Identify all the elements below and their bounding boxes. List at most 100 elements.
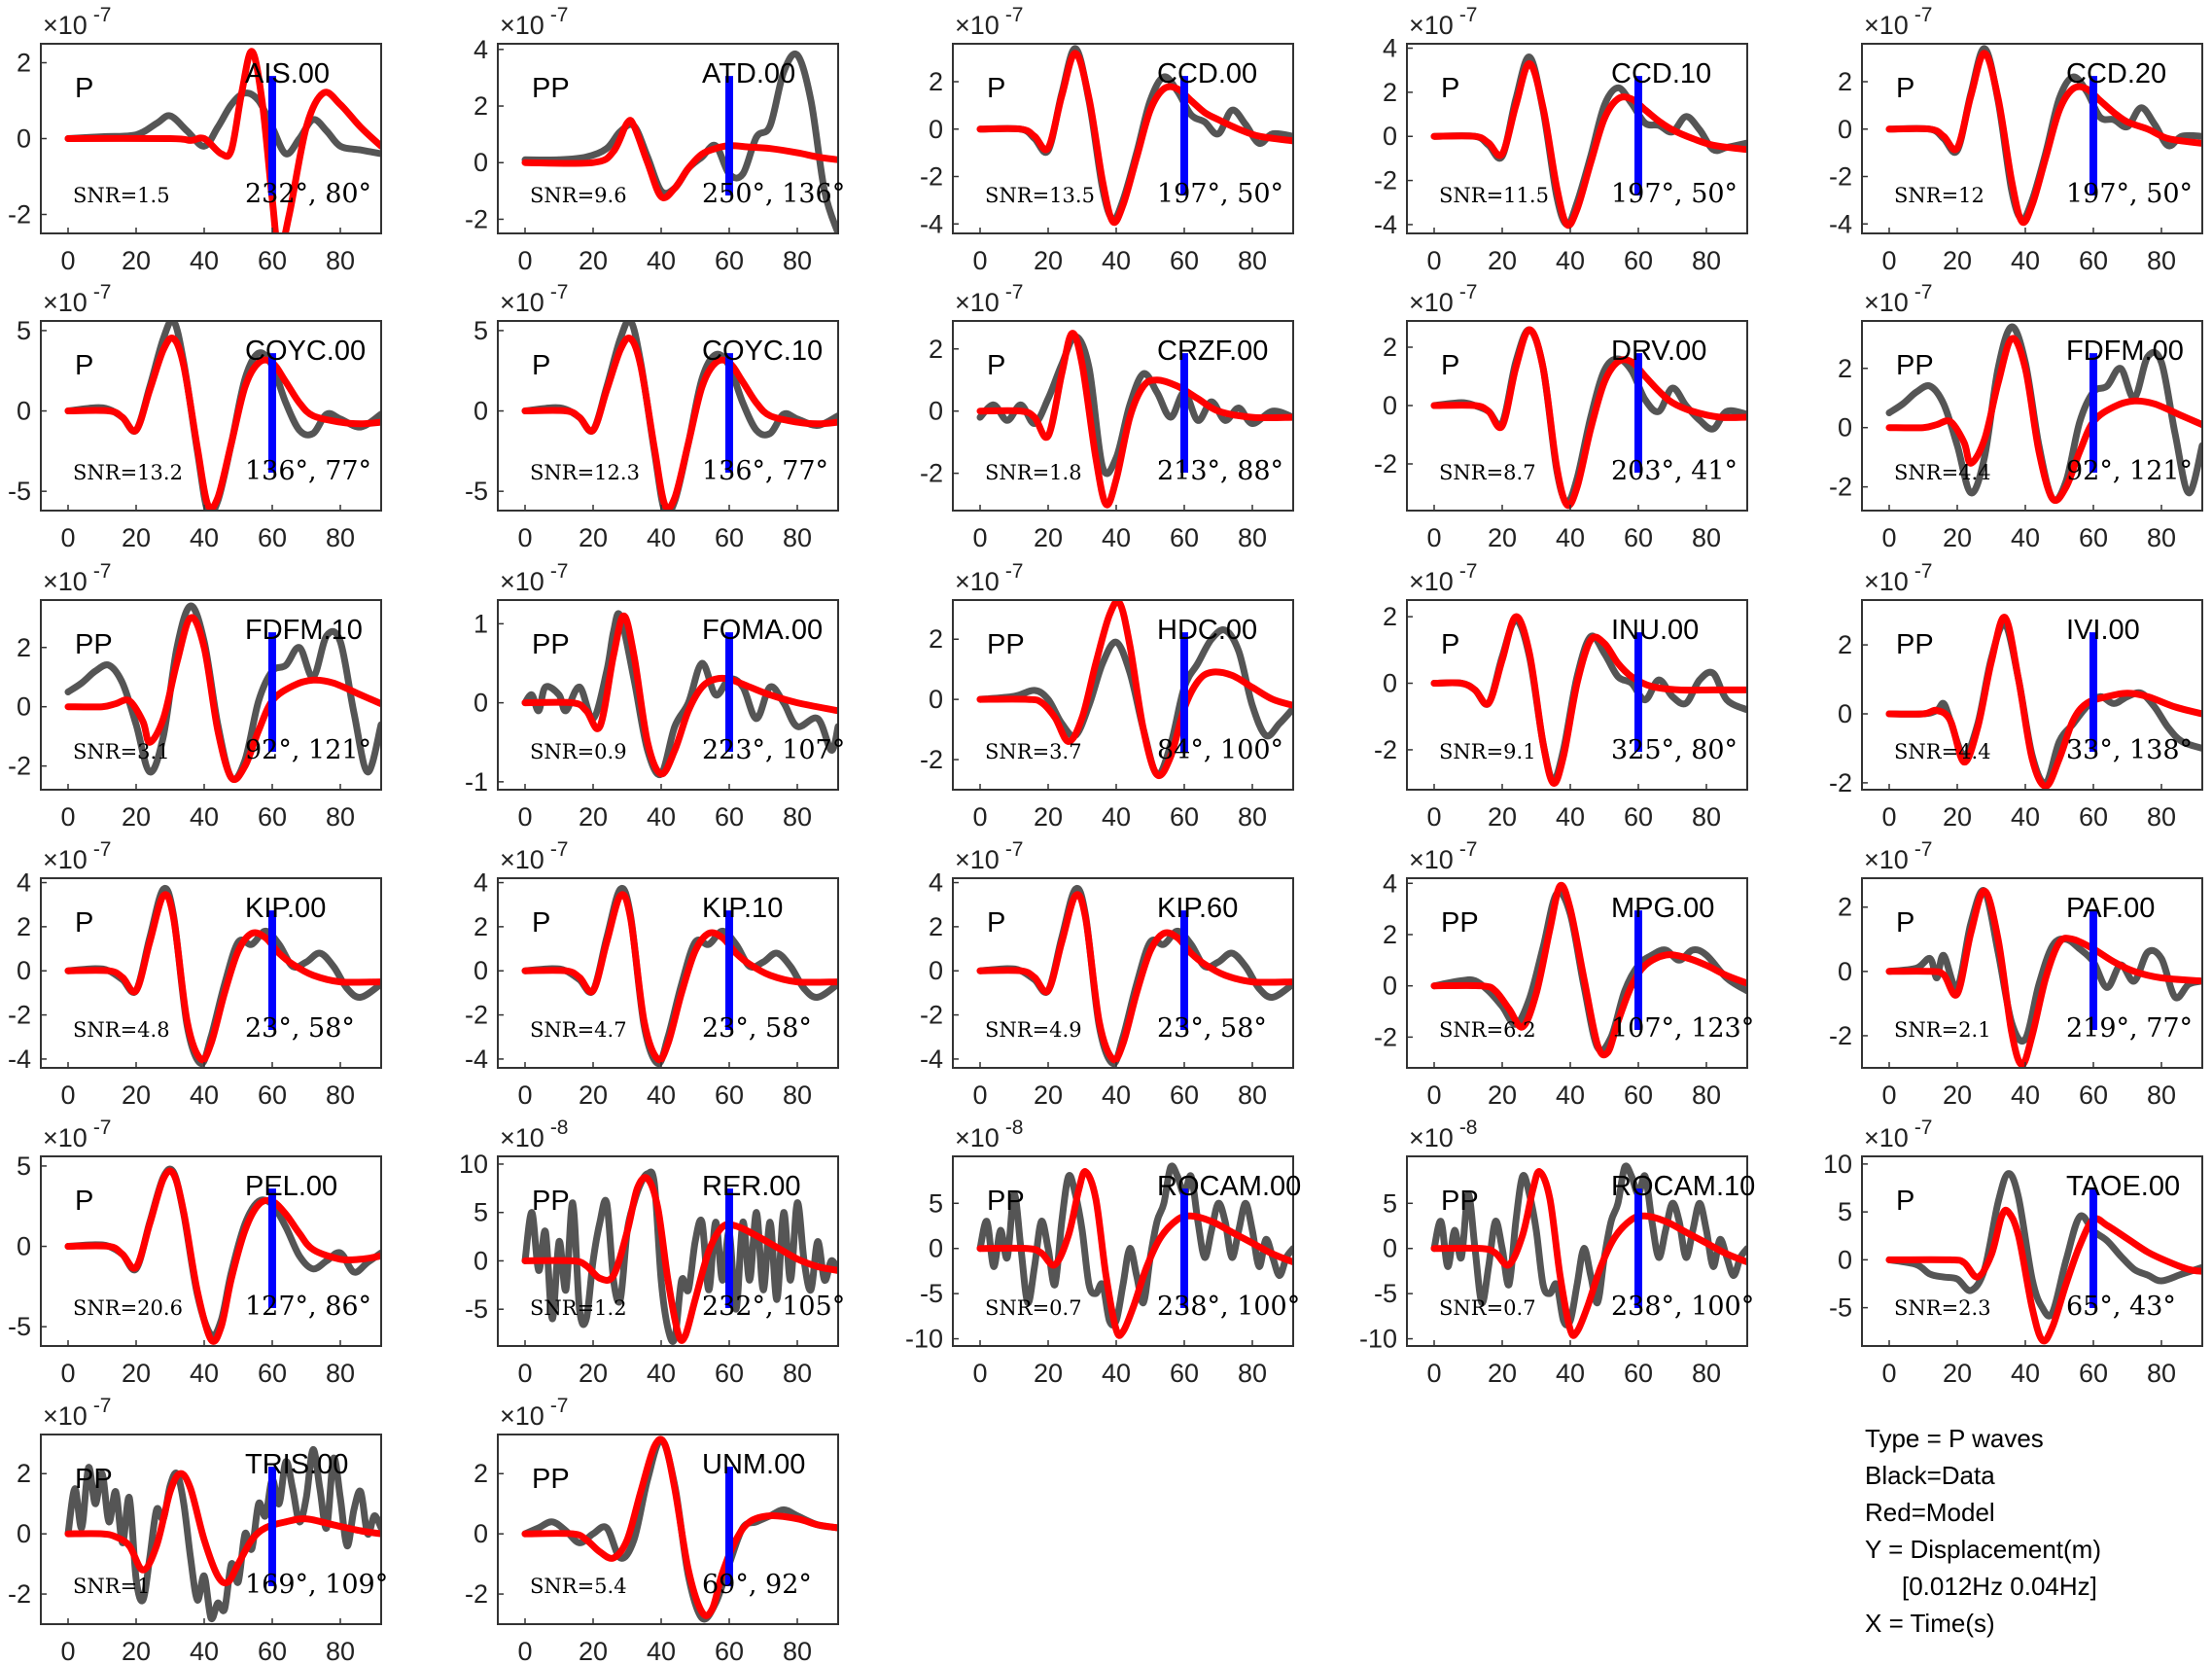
azimuth-takeoff-label: 92°, 121° [245, 735, 371, 765]
x-tick-label: 80 [326, 1359, 355, 1388]
snr-label: SNR=1.2 [530, 1296, 627, 1320]
x-tick-label: 80 [783, 802, 812, 832]
x-tick-label: 80 [326, 523, 355, 552]
y-tick-label: 2 [1383, 333, 1397, 362]
axis-exponent: ×10 -7 [500, 560, 569, 596]
station-label: IVI.00 [2066, 615, 2140, 646]
panel-crzf-00: ×10 -7 0 20 40 60 80 -2 0 2 P CRZF.00 SNR=1.8 213°, 8… [920, 281, 1294, 552]
station-label: ROCAM.10 [1611, 1171, 1755, 1202]
model-trace [976, 50, 1293, 227]
axes-frame [1406, 877, 1748, 1069]
y-tick-label: 0 [929, 115, 943, 144]
x-tick-label: 80 [783, 1359, 812, 1388]
azimuth-takeoff-label: 92°, 121° [2066, 456, 2193, 486]
station-label: CCD.10 [1611, 58, 1711, 89]
axis-exponent: ×10 -7 [955, 4, 1024, 40]
x-tick-label: 80 [326, 1637, 355, 1665]
x-tick-label: 60 [1170, 246, 1199, 275]
x-tick-label: 80 [2147, 802, 2176, 832]
x-tick-label: 0 [517, 246, 532, 275]
azimuth-takeoff-label: 197°, 50° [1611, 179, 1738, 209]
y-tick-label: 2 [929, 335, 943, 364]
data-trace [976, 333, 1293, 478]
note-type: Type = P waves [1865, 1424, 2044, 1453]
x-tick-label: 0 [60, 1359, 75, 1388]
snr-label: SNR=4.4 [1894, 461, 1991, 484]
panel-hdc-00: ×10 -7 0 20 40 60 80 -2 0 2 PP HDC.00 SNR=3.7 84°, 10… [920, 560, 1294, 832]
panel-kip-60: ×10 -7 0 20 40 60 80 -4 -2 0 2 4 P KIP.60 SNR=4.9 23°, … [920, 838, 1294, 1110]
snr-label: SNR=12 [1894, 184, 1984, 207]
axes-frame [40, 877, 382, 1069]
model-trace [64, 1167, 381, 1345]
x-tick-label: 20 [1034, 1359, 1063, 1388]
azimuth-takeoff-label: 23°, 58° [245, 1013, 355, 1044]
x-tick-label: 20 [122, 1359, 151, 1388]
x-tick-label: 80 [1692, 802, 1721, 832]
snr-label: SNR=0.9 [530, 740, 627, 763]
note-frequency-band: [0.012Hz 0.04Hz] [1902, 1572, 2097, 1601]
panel-ccd-10: ×10 -7 0 20 40 60 80 -4 -2 0 2 4 P CCD.10 SNR=11.5 197°… [1374, 4, 1748, 275]
axes-frame [1861, 320, 2203, 512]
y-tick-label: 2 [929, 912, 943, 941]
panel-foma-00: ×10 -7 0 20 40 60 80 -1 0 1 PP FOMA.00 SNR=0.9 223°, … [465, 560, 845, 832]
y-tick-label: -2 [1374, 735, 1397, 764]
phase-label: P [987, 907, 1005, 939]
y-tick-label: -5 [465, 477, 488, 506]
x-tick-label: 60 [1170, 1359, 1199, 1388]
panel-paf-00: ×10 -7 0 20 40 60 80 -2 0 2 P PAF.00 SNR=2.1 219°, 77… [1829, 838, 2203, 1110]
x-tick-label: 20 [1488, 1080, 1517, 1110]
y-tick-label: -5 [1374, 1279, 1397, 1308]
axes-frame [497, 599, 839, 791]
x-tick-label: 40 [647, 1637, 676, 1665]
y-tick-label: -5 [1829, 1293, 1852, 1323]
axes-frame [497, 1434, 839, 1625]
station-label: CRZF.00 [1157, 336, 1268, 367]
station-label: CCD.20 [2066, 58, 2166, 89]
model-trace [521, 891, 838, 1064]
panel-pel-00: ×10 -7 0 20 40 60 80 -5 0 5 P PEL.00 SNR=20.6 127°, 8… [8, 1116, 382, 1388]
y-tick-label: -5 [920, 1279, 943, 1308]
azimuth-takeoff-label: 203°, 41° [1611, 456, 1738, 486]
x-tick-label: 40 [2011, 802, 2040, 832]
phase-label: P [75, 350, 93, 381]
phase-label: PP [532, 73, 570, 104]
snr-label: SNR=13.5 [985, 184, 1095, 207]
panel-mpg-00: ×10 -7 0 20 40 60 80 -2 0 2 4 PP MPG.00 SNR=6.2 107°, … [1374, 838, 1754, 1110]
phase-label: P [75, 1186, 93, 1217]
y-tick-label: 5 [474, 316, 488, 345]
axes-frame [40, 1155, 382, 1347]
panel-ccd-00: ×10 -7 0 20 40 60 80 -4 -2 0 2 P CCD.00 SNR=13.5 197°,… [920, 4, 1294, 275]
x-tick-label: 0 [1426, 246, 1441, 275]
station-label: FOMA.00 [702, 615, 823, 646]
x-tick-label: 20 [579, 1359, 608, 1388]
azimuth-takeoff-label: 223°, 107° [702, 735, 845, 765]
y-tick-label: 2 [474, 91, 488, 121]
y-tick-label: -2 [920, 745, 943, 774]
x-tick-label: 0 [972, 1080, 987, 1110]
y-tick-label: 0 [474, 1246, 488, 1275]
axes-frame [40, 320, 382, 512]
axis-exponent: ×10 -7 [1409, 4, 1478, 40]
snr-label: SNR=3.7 [985, 740, 1082, 763]
x-tick-label: 20 [1488, 1359, 1517, 1388]
y-tick-label: 0 [1383, 122, 1397, 151]
y-tick-label: -1 [465, 767, 488, 797]
x-tick-label: 0 [1881, 523, 1896, 552]
y-tick-label: -2 [465, 204, 488, 233]
y-tick-label: -2 [920, 459, 943, 488]
y-tick-label: 10 [1823, 1150, 1852, 1179]
x-tick-label: 60 [715, 1359, 744, 1388]
y-tick-label: -2 [465, 1579, 488, 1609]
y-tick-label: -2 [8, 200, 31, 230]
azimuth-takeoff-label: 169°, 109° [245, 1570, 388, 1600]
x-tick-label: 40 [2011, 1359, 2040, 1388]
y-tick-label: 0 [17, 956, 31, 985]
y-tick-label: 5 [929, 1188, 943, 1218]
x-tick-label: 60 [1170, 523, 1199, 552]
x-tick-label: 60 [2079, 1359, 2108, 1388]
y-tick-label: 2 [1383, 920, 1397, 949]
snr-label: SNR=4.4 [1894, 740, 1991, 763]
x-tick-label: 80 [1692, 1359, 1721, 1388]
snr-label: SNR=0.7 [1439, 1296, 1536, 1320]
panel-unm-00: ×10 -7 0 20 40 60 80 -2 0 2 PP UNM.00 SNR=5.4 69°, 92… [465, 1395, 839, 1665]
